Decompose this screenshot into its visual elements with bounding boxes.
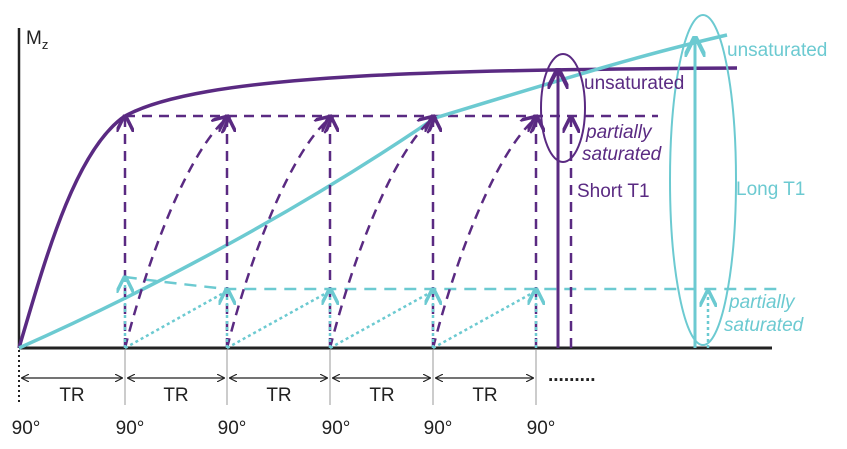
purple-dashed-arrows [123,118,536,349]
pulse-label: 90° [322,418,351,439]
continuation-dots: ......... [548,365,596,386]
purple-saturated-label: saturated [582,144,663,165]
cyan-partially-label: partially [728,292,796,313]
cyan-saturated-label: saturated [724,315,805,336]
cyan-recovery-dotted-line [432,289,537,350]
long-t1-label: Long T1 [736,179,805,200]
pulse-label: 90° [12,418,41,439]
pulse-label: 90° [116,418,145,439]
tr-label: TR [472,385,497,406]
long-t1-ellipse [669,14,737,346]
tr-label-bg [259,384,299,406]
purple-recovery-dashed-curve [123,118,227,349]
purple-recovery-dashed-curve [328,118,433,349]
cyan-unsaturated-label: unsaturated [727,40,827,61]
purple-short-t1-recovery-curve [17,66,738,349]
tr-label-bg [465,384,505,406]
cyan-recovery-dotted-line [329,289,434,350]
tr-label: TR [59,385,84,406]
pulse-labels: 90° 90° 90° 90° 90° 90° [12,418,556,439]
pulse-label: 90° [218,418,247,439]
purple-recovery-dashed-curve [431,118,536,349]
cyan-steady-state-dashed-line [124,275,777,291]
tr-label-bg [156,384,196,406]
short-t1-label: Short T1 [577,181,650,202]
cyan-recovery-dotted-line [226,289,331,350]
cyan-long-t1-recovery-curve [18,33,728,350]
cyan-dotted-arrows [124,279,537,350]
cyan-recovery-dotted-line [124,289,228,350]
purple-unsaturated-label: unsaturated [584,73,684,94]
tr-label-bg [362,384,402,406]
y-axis-label: Mz [26,28,48,52]
pulse-label: 90° [527,418,556,439]
tr-intervals: TR TR TR TR TR ......... [22,350,596,406]
tr-label-bg [52,384,92,406]
short-t1-ellipse [540,53,586,163]
tr-label: TR [369,385,394,406]
purple-partially-label: partially [585,122,653,143]
tr-label: TR [163,385,188,406]
pulse-label: 90° [424,418,453,439]
tr-label: TR [266,385,291,406]
purple-recovery-dashed-curve [225,118,330,349]
